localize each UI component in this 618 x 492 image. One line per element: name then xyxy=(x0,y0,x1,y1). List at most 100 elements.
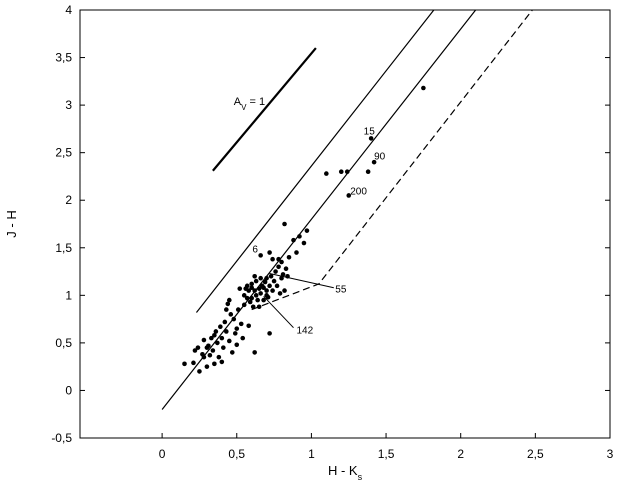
y-tick-label: 2 xyxy=(65,193,72,207)
data-point xyxy=(201,354,207,360)
data-point xyxy=(234,342,240,348)
y-tick-label: -0,5 xyxy=(51,431,72,445)
reddening-vector-label-rest: = 1 xyxy=(246,96,265,108)
data-point xyxy=(195,345,201,350)
data-point xyxy=(228,312,234,317)
data-point xyxy=(252,350,257,355)
data-point xyxy=(346,193,352,198)
x-tick-label: 2 xyxy=(457,447,464,461)
data-point xyxy=(256,286,262,291)
data-point xyxy=(240,335,246,341)
data-point xyxy=(268,274,274,279)
data-point xyxy=(204,345,210,350)
data-point xyxy=(213,329,219,334)
data-point xyxy=(258,275,263,281)
y-tick-label: 1,5 xyxy=(55,241,72,255)
data-point xyxy=(304,228,310,233)
data-point xyxy=(225,301,231,307)
x-tick-label: 1 xyxy=(308,447,315,461)
data-point xyxy=(421,85,426,91)
annotation-leader-line xyxy=(269,272,334,289)
data-point xyxy=(324,171,329,176)
data-point xyxy=(232,331,238,336)
annotation-label: 6 xyxy=(252,245,258,256)
data-point xyxy=(253,293,259,298)
data-point xyxy=(212,332,217,338)
data-point xyxy=(246,323,252,329)
data-point xyxy=(215,340,220,346)
data-point xyxy=(234,326,240,331)
data-point xyxy=(270,256,275,262)
data-point xyxy=(344,169,350,174)
y-tick-label: 3,5 xyxy=(55,51,72,65)
data-point xyxy=(249,281,254,287)
data-point xyxy=(182,361,187,367)
data-point xyxy=(246,288,252,293)
data-point xyxy=(207,352,213,358)
annotation-label: 90 xyxy=(374,151,386,162)
data-point xyxy=(258,253,263,258)
data-point xyxy=(218,324,223,330)
data-point xyxy=(226,297,232,303)
data-point xyxy=(219,335,225,341)
data-point xyxy=(271,278,277,284)
annotation-label: 142 xyxy=(296,325,313,336)
data-point xyxy=(258,291,263,296)
data-point xyxy=(291,237,296,243)
annotation-label: 200 xyxy=(350,187,367,198)
x-tick-label: 1,5 xyxy=(378,447,395,461)
data-point xyxy=(282,288,287,293)
data-point xyxy=(301,240,307,246)
data-point xyxy=(283,266,289,272)
data-point xyxy=(276,256,281,262)
data-point xyxy=(197,369,202,374)
data-point xyxy=(237,286,243,291)
data-point xyxy=(238,321,244,327)
data-point xyxy=(249,285,254,291)
reference-lines xyxy=(161,9,533,410)
annotation-label: 55 xyxy=(335,284,347,295)
data-point xyxy=(273,269,278,274)
data-point xyxy=(216,354,222,360)
x-axis-label: H - Ks xyxy=(328,463,363,482)
x-tick-label: 3 xyxy=(607,447,614,461)
data-point xyxy=(264,293,269,298)
y-axis-ticks: -0,5 0 0,5 1 1,5 2 2,5 3 3,5 4 xyxy=(51,3,610,445)
annotations: 6 15 90 200 55 142 xyxy=(252,127,385,337)
data-point xyxy=(250,304,256,310)
y-tick-label: 1 xyxy=(65,288,72,302)
dashed-reference-line xyxy=(251,9,533,311)
data-point xyxy=(277,291,283,296)
data-point xyxy=(261,297,266,303)
data-point xyxy=(212,361,217,367)
y-tick-label: 2,5 xyxy=(55,146,72,160)
data-point xyxy=(192,348,198,353)
y-tick-label: 0 xyxy=(65,383,72,397)
data-point xyxy=(219,359,225,365)
data-point xyxy=(262,279,268,285)
data-point xyxy=(286,254,292,260)
data-point xyxy=(249,295,254,301)
data-point xyxy=(280,272,286,277)
reddening-vector-label: AV = 1 xyxy=(234,96,265,112)
data-point xyxy=(209,335,214,341)
data-point xyxy=(229,350,235,355)
reddening-vector xyxy=(212,47,317,172)
data-point xyxy=(267,331,272,336)
x-axis-label-subscript: s xyxy=(358,472,363,482)
data-point xyxy=(191,360,196,366)
data-point xyxy=(244,283,250,289)
x-axis-label-main: H - K xyxy=(328,463,358,478)
data-point xyxy=(224,307,229,312)
data-point xyxy=(264,275,269,281)
data-point xyxy=(297,234,302,239)
annotation-label: 15 xyxy=(364,127,376,138)
y-tick-label: 3 xyxy=(65,98,72,112)
data-point xyxy=(253,278,259,284)
annotation-leader-line xyxy=(263,295,294,329)
data-point xyxy=(270,288,275,293)
data-point xyxy=(244,295,250,301)
data-point xyxy=(276,264,281,270)
